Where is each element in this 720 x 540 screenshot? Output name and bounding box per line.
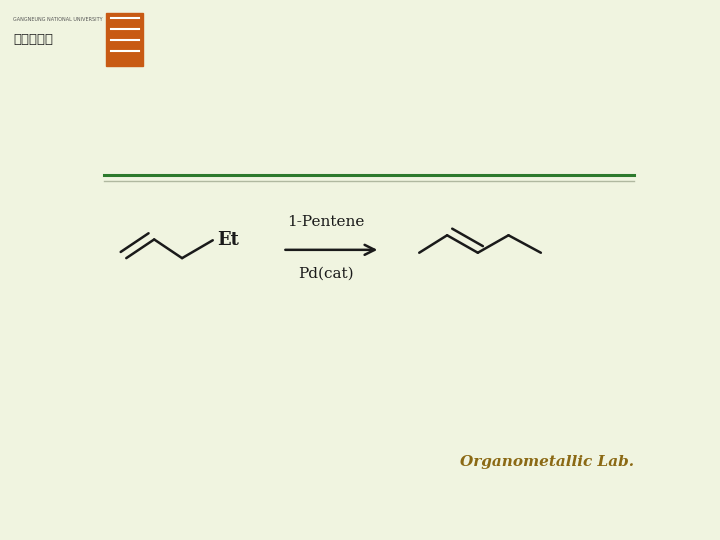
Text: Pd(cat): Pd(cat) [298,266,354,280]
Text: 1-Pentene: 1-Pentene [287,215,364,229]
Text: GANGNEUNG NATIONAL UNIVERSITY: GANGNEUNG NATIONAL UNIVERSITY [13,17,102,23]
Text: Et: Et [217,231,239,249]
Text: 강릉대학교: 강릉대학교 [13,33,53,46]
FancyBboxPatch shape [107,12,143,65]
Text: Organometallic Lab.: Organometallic Lab. [460,455,634,469]
